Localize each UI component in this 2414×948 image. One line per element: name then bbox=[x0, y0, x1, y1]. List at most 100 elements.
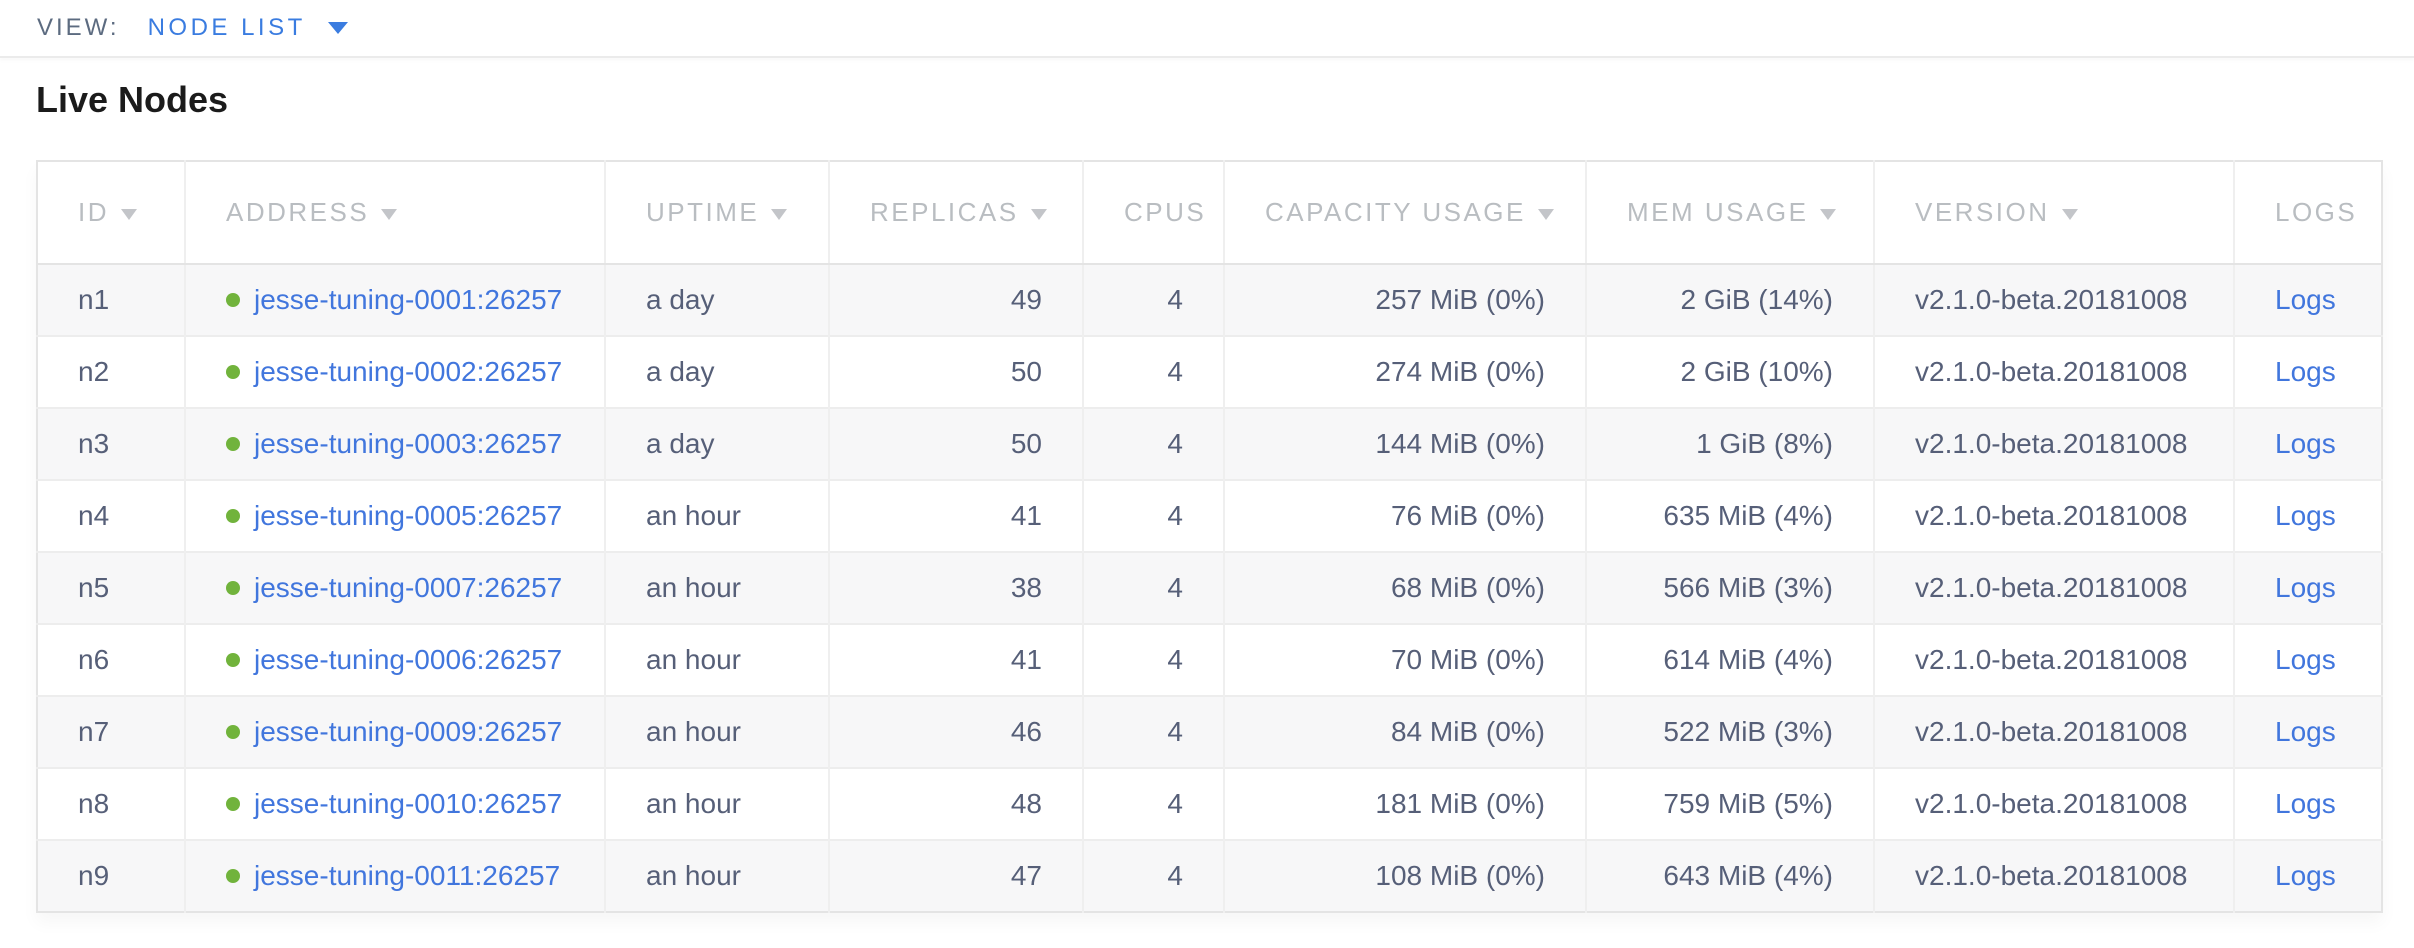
cell-uptime: an hour bbox=[604, 624, 829, 696]
node-live-status-icon bbox=[226, 653, 240, 667]
cell-logs: Logs bbox=[2233, 480, 2382, 552]
cell-cpus: 4 bbox=[1082, 264, 1224, 336]
column-header-label: ADDRESS bbox=[226, 197, 370, 227]
column-header-version[interactable]: VERSION bbox=[1873, 161, 2234, 265]
table-row: n6 jesse-tuning-0006:26257 an hour 41 4 70 Mi… bbox=[37, 624, 2382, 696]
cell-address: jesse-tuning-0011:26257 bbox=[184, 840, 605, 912]
table-header-row: ID ADDRESS UPTIME REPLICAS CPUS CAPACITY USAG… bbox=[37, 161, 2382, 265]
column-header-id[interactable]: ID bbox=[37, 161, 185, 265]
cell-address: jesse-tuning-0002:26257 bbox=[184, 336, 605, 408]
cell-id: n9 bbox=[78, 860, 110, 891]
table-row: n9 jesse-tuning-0011:26257 an hour 47 4 108 M… bbox=[37, 840, 2382, 912]
cell-version: v2.1.0-beta.20181008 bbox=[1873, 408, 2234, 480]
node-address-link[interactable]: jesse-tuning-0009:26257 bbox=[254, 716, 563, 747]
cell-logs: Logs bbox=[2233, 336, 2382, 408]
cell-id: n6 bbox=[78, 644, 110, 675]
node-table-body: n1 jesse-tuning-0001:26257 a day 49 4 257 MiB… bbox=[37, 264, 2382, 912]
column-header-address[interactable]: ADDRESS bbox=[184, 161, 605, 265]
cell-version: v2.1.0-beta.20181008 bbox=[1873, 336, 2234, 408]
cell-logs: Logs bbox=[2233, 624, 2382, 696]
cell-uptime: a day bbox=[604, 336, 829, 408]
cell-replicas: 49 bbox=[828, 264, 1083, 336]
column-header-uptime[interactable]: UPTIME bbox=[604, 161, 829, 265]
cell-capacity: 70 MiB (0%) bbox=[1223, 624, 1586, 696]
node-logs-link[interactable]: Logs bbox=[2275, 428, 2336, 459]
node-address-link[interactable]: jesse-tuning-0005:26257 bbox=[254, 500, 563, 531]
node-live-status-icon bbox=[226, 509, 240, 523]
column-header-capacity[interactable]: CAPACITY USAGE bbox=[1223, 161, 1586, 265]
cell-logs: Logs bbox=[2233, 768, 2382, 840]
cell-address: jesse-tuning-0007:26257 bbox=[184, 552, 605, 624]
sort-desc-icon bbox=[121, 209, 137, 220]
node-address-link[interactable]: jesse-tuning-0002:26257 bbox=[254, 356, 563, 387]
cell-version: v2.1.0-beta.20181008 bbox=[1873, 840, 2234, 912]
cell-cpus: 4 bbox=[1082, 408, 1224, 480]
node-address-link[interactable]: jesse-tuning-0007:26257 bbox=[254, 572, 563, 603]
sort-desc-icon bbox=[1030, 209, 1047, 220]
column-header-label: REPLICAS bbox=[870, 197, 1019, 227]
cell-id: n1 bbox=[78, 284, 110, 315]
node-logs-link[interactable]: Logs bbox=[2275, 644, 2336, 675]
column-header-label: LOGS bbox=[2275, 197, 2358, 227]
cell-mem: 614 MiB (4%) bbox=[1585, 624, 1874, 696]
node-logs-link[interactable]: Logs bbox=[2275, 284, 2336, 315]
cell-uptime: an hour bbox=[604, 696, 829, 768]
cell-capacity: 108 MiB (0%) bbox=[1223, 840, 1586, 912]
table-row: n2 jesse-tuning-0002:26257 a day 50 4 274 MiB… bbox=[37, 336, 2382, 408]
cell-uptime: an hour bbox=[604, 768, 829, 840]
cell-uptime: an hour bbox=[604, 480, 829, 552]
node-address-link[interactable]: jesse-tuning-0010:26257 bbox=[254, 788, 563, 819]
cell-cpus: 4 bbox=[1082, 696, 1224, 768]
table-row: n4 jesse-tuning-0005:26257 an hour 41 4 76 Mi… bbox=[37, 480, 2382, 552]
column-header-label: MEM USAGE bbox=[1627, 197, 1809, 227]
column-header-mem[interactable]: MEM USAGE bbox=[1585, 161, 1874, 265]
cell-address: jesse-tuning-0010:26257 bbox=[184, 768, 605, 840]
cell-mem: 2 GiB (10%) bbox=[1585, 336, 1874, 408]
cell-address: jesse-tuning-0001:26257 bbox=[184, 264, 605, 336]
cell-logs: Logs bbox=[2233, 408, 2382, 480]
view-selector-dropdown[interactable]: NODE LIST bbox=[148, 14, 348, 42]
node-address-link[interactable]: jesse-tuning-0001:26257 bbox=[254, 284, 563, 315]
column-header-label: ID bbox=[78, 197, 109, 227]
node-address-link[interactable]: jesse-tuning-0006:26257 bbox=[254, 644, 563, 675]
node-logs-link[interactable]: Logs bbox=[2275, 500, 2336, 531]
node-live-status-icon bbox=[226, 581, 240, 595]
cell-logs: Logs bbox=[2233, 264, 2382, 336]
column-header-replicas[interactable]: REPLICAS bbox=[828, 161, 1083, 265]
cell-mem: 635 MiB (4%) bbox=[1585, 480, 1874, 552]
node-logs-link[interactable]: Logs bbox=[2275, 356, 2336, 387]
column-header-label: CAPACITY USAGE bbox=[1265, 197, 1526, 227]
node-address-link[interactable]: jesse-tuning-0003:26257 bbox=[254, 428, 563, 459]
cell-version: v2.1.0-beta.20181008 bbox=[1873, 696, 2234, 768]
cell-replicas: 46 bbox=[828, 696, 1083, 768]
node-logs-link[interactable]: Logs bbox=[2275, 860, 2336, 891]
cell-address: jesse-tuning-0009:26257 bbox=[184, 696, 605, 768]
view-bar-label: VIEW: bbox=[37, 14, 120, 41]
cell-replicas: 48 bbox=[828, 768, 1083, 840]
cell-mem: 759 MiB (5%) bbox=[1585, 768, 1874, 840]
node-logs-link[interactable]: Logs bbox=[2275, 572, 2336, 603]
node-logs-link[interactable]: Logs bbox=[2275, 788, 2336, 819]
cell-replicas: 38 bbox=[828, 552, 1083, 624]
cell-uptime: a day bbox=[604, 408, 829, 480]
cell-id: n7 bbox=[78, 716, 110, 747]
node-logs-link[interactable]: Logs bbox=[2275, 716, 2336, 747]
cell-address: jesse-tuning-0006:26257 bbox=[184, 624, 605, 696]
page-title: Live Nodes bbox=[36, 79, 229, 120]
node-live-status-icon bbox=[226, 725, 240, 739]
live-nodes-table-container: ID ADDRESS UPTIME REPLICAS CPUS CAPACITY USAG… bbox=[36, 160, 2383, 913]
cell-uptime: an hour bbox=[604, 840, 829, 912]
live-nodes-table: ID ADDRESS UPTIME REPLICAS CPUS CAPACITY USAG… bbox=[36, 160, 2383, 913]
node-address-link[interactable]: jesse-tuning-0011:26257 bbox=[254, 860, 561, 891]
table-row: n7 jesse-tuning-0009:26257 an hour 46 4 84 Mi… bbox=[37, 696, 2382, 768]
column-header-label: VERSION bbox=[1915, 197, 2050, 227]
sort-desc-icon bbox=[381, 209, 398, 220]
cell-version: v2.1.0-beta.20181008 bbox=[1873, 480, 2234, 552]
cell-logs: Logs bbox=[2233, 552, 2382, 624]
cell-version: v2.1.0-beta.20181008 bbox=[1873, 768, 2234, 840]
cell-address: jesse-tuning-0003:26257 bbox=[184, 408, 605, 480]
view-bar: VIEW: NODE LIST bbox=[0, 0, 2414, 58]
node-live-status-icon bbox=[226, 869, 240, 883]
cell-uptime: a day bbox=[604, 264, 829, 336]
sort-desc-icon bbox=[1820, 209, 1837, 220]
